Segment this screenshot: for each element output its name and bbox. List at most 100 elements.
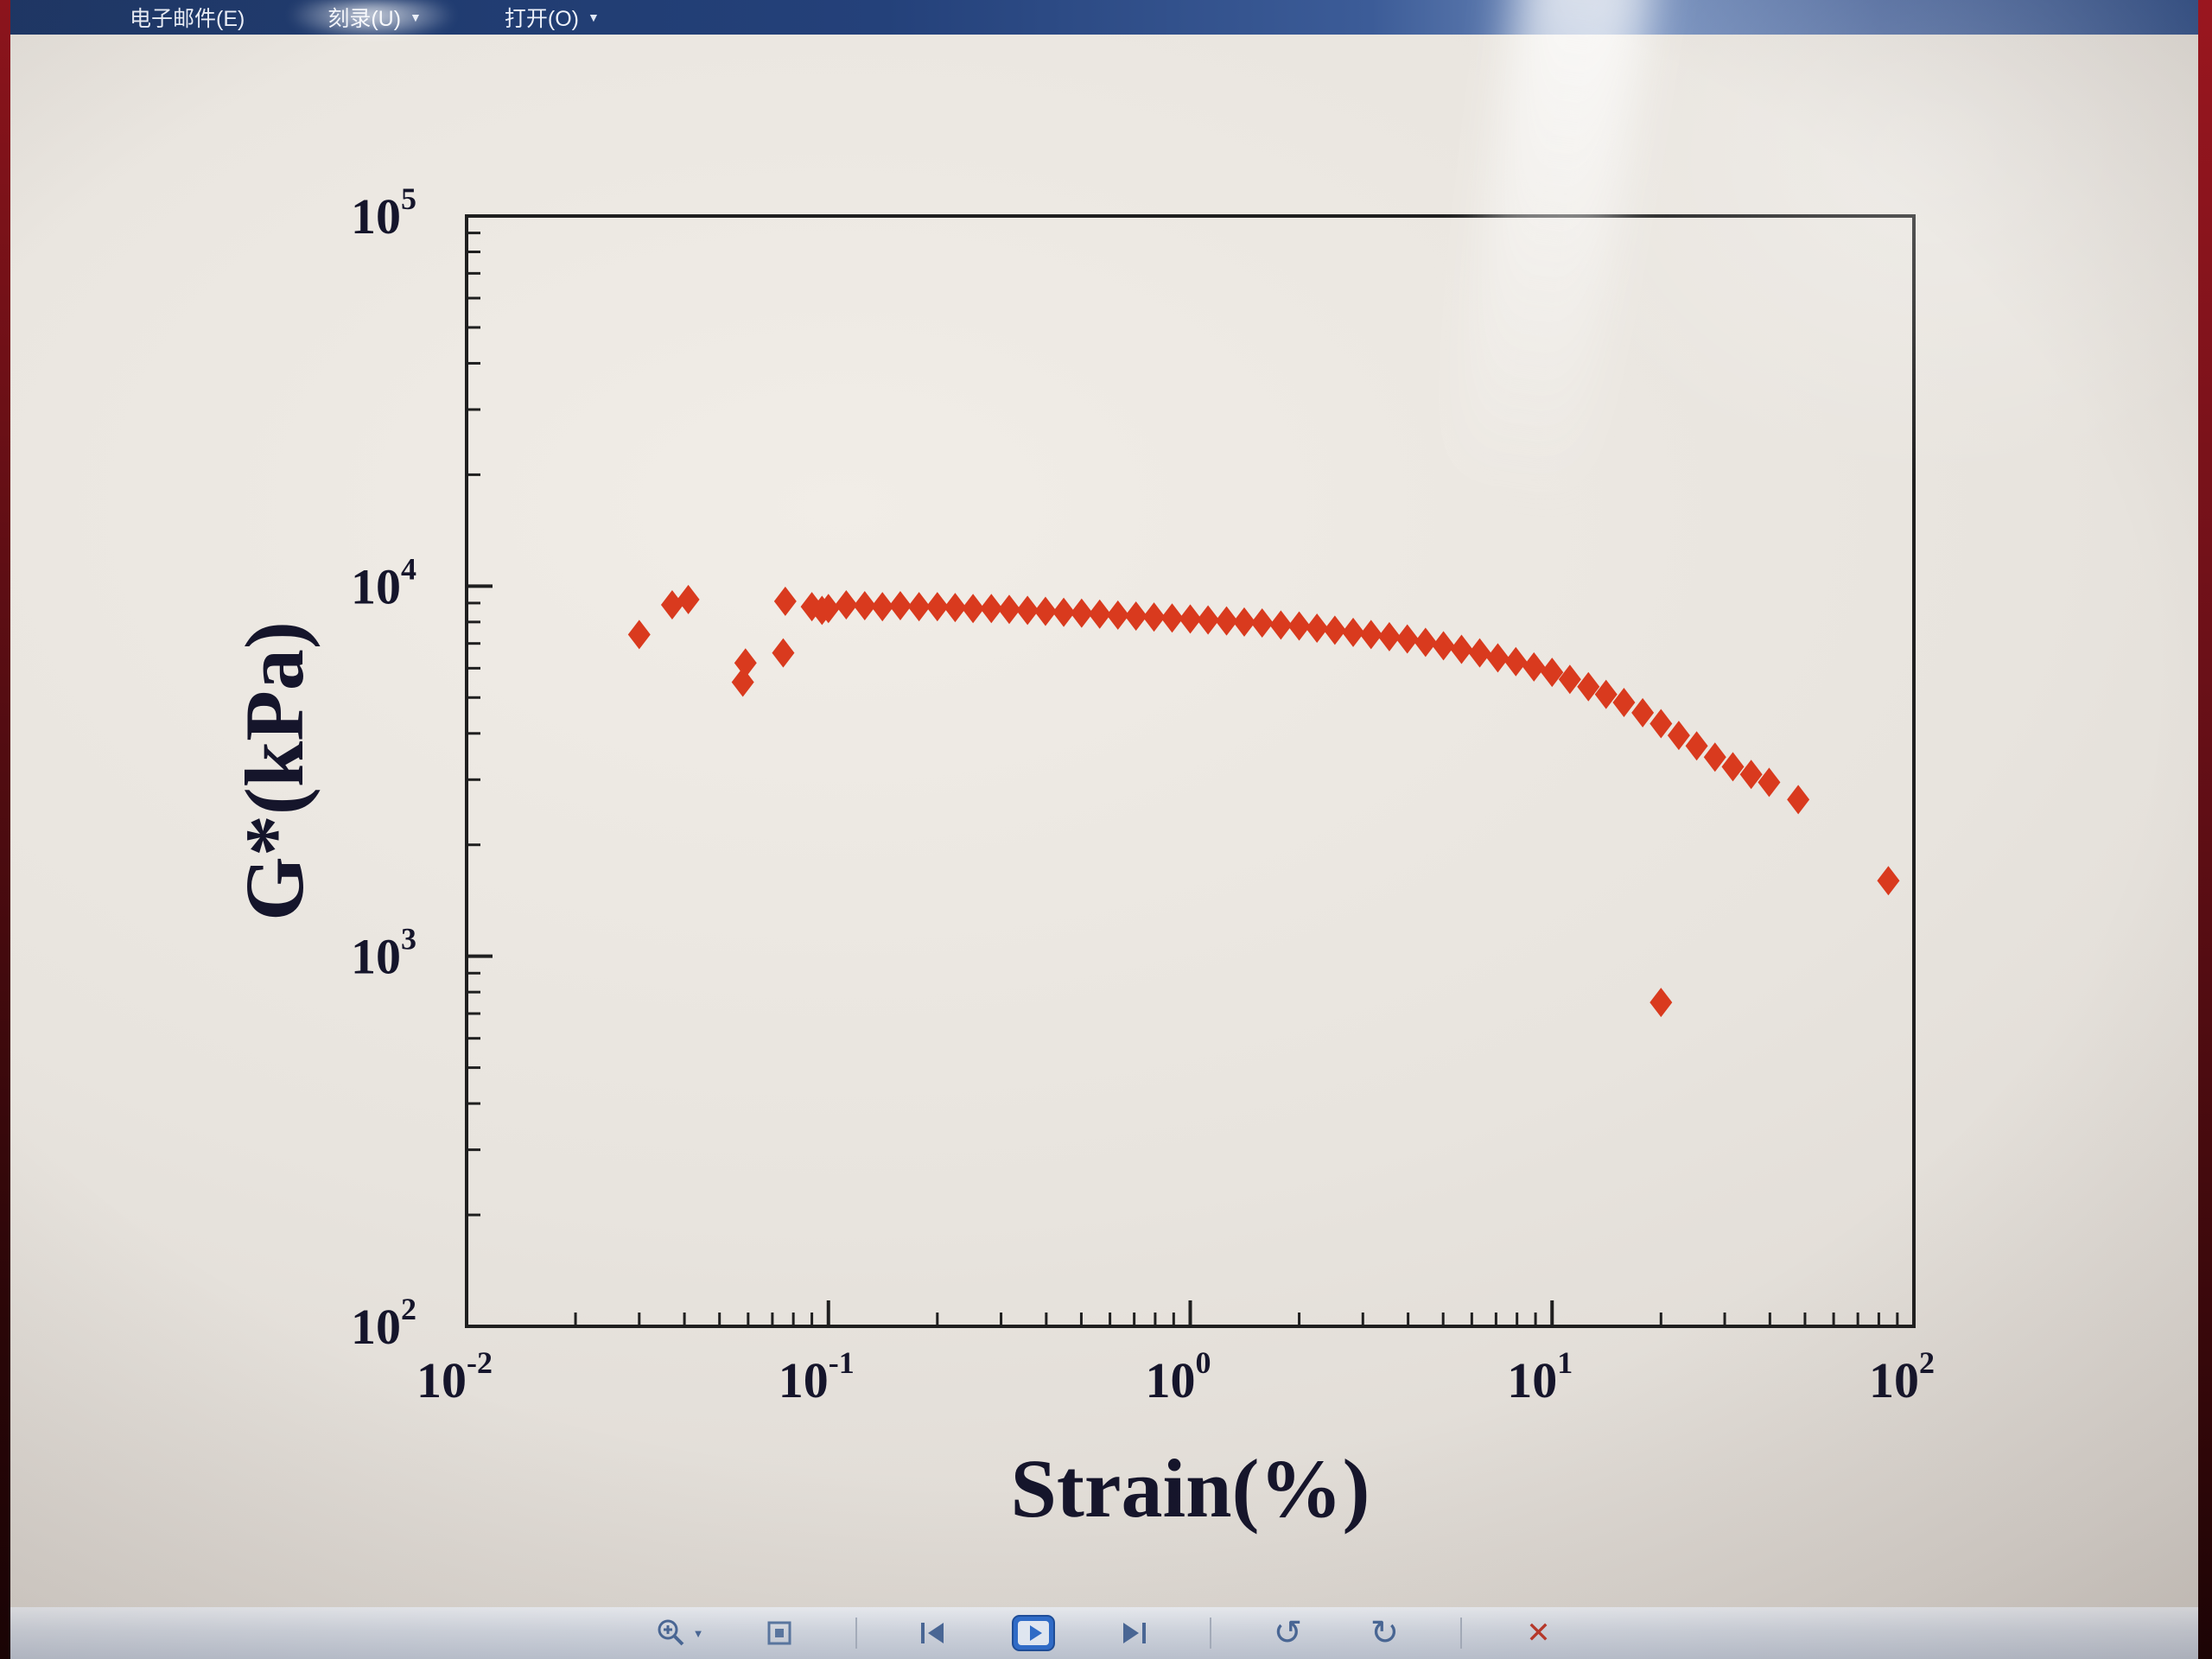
data-point (1414, 627, 1437, 658)
menu-item-burn[interactable]: 刻录(U) ▼ (327, 2, 422, 33)
data-point (997, 594, 1020, 625)
data-point (1377, 621, 1401, 652)
data-point (1486, 643, 1510, 673)
actual-size-button[interactable] (759, 1612, 800, 1654)
toolbar: ▼ ↺ ↻ ✕ (0, 1607, 2212, 1659)
data-point (853, 591, 876, 621)
data-point (734, 648, 757, 678)
data-point (1033, 596, 1057, 626)
data-point (1758, 767, 1781, 798)
data-point (1432, 631, 1455, 661)
data-point (1721, 752, 1745, 782)
data-point (1631, 697, 1655, 728)
next-button[interactable] (1113, 1612, 1154, 1654)
tick-label: 10-1 (779, 1345, 855, 1408)
data-point (1703, 742, 1726, 772)
delete-icon: ✕ (1526, 1616, 1551, 1650)
data-point (962, 594, 985, 624)
data-point (1685, 731, 1708, 761)
rotate-ccw-button[interactable]: ↺ (1267, 1612, 1308, 1654)
tick-label: 105 (351, 181, 416, 245)
chevron-down-icon: ▼ (588, 10, 600, 24)
tick-label: 101 (1507, 1345, 1573, 1408)
data-point (1088, 599, 1111, 629)
chevron-down-icon: ▼ (410, 10, 422, 24)
data-point (677, 584, 700, 614)
data-point (925, 592, 949, 622)
data-point (1106, 600, 1129, 630)
tick-label: 103 (351, 922, 416, 985)
data-point (1250, 608, 1274, 639)
data-point (1877, 866, 1900, 896)
data-point (1287, 611, 1311, 641)
data-point (1306, 613, 1329, 643)
data-point (627, 620, 651, 650)
menu-item-open[interactable]: 打开(O) ▼ (505, 2, 600, 33)
data-point (1359, 620, 1382, 650)
data-point (1667, 721, 1690, 751)
data-point (1142, 602, 1166, 632)
data-point (1395, 624, 1419, 654)
data-point (1124, 601, 1147, 631)
data-point (1541, 658, 1564, 688)
data-point (835, 590, 858, 620)
data-point (773, 586, 797, 616)
data-point (907, 592, 931, 622)
data-point (660, 590, 683, 620)
data-point (871, 592, 894, 622)
data-point (1612, 687, 1636, 717)
delete-button[interactable]: ✕ (1517, 1612, 1559, 1654)
data-point (731, 667, 754, 697)
menubar: 电子邮件(E) 刻录(U) ▼ 打开(O) ▼ (0, 0, 2212, 35)
previous-button[interactable] (912, 1612, 954, 1654)
data-point (1269, 610, 1293, 640)
rotate-cw-button[interactable]: ↻ (1363, 1612, 1405, 1654)
tick-label: 10-2 (416, 1345, 493, 1408)
data-point (1577, 671, 1600, 702)
rotate-cw-icon: ↻ (1370, 1613, 1400, 1653)
data-point (772, 638, 795, 668)
data-point (1558, 664, 1581, 695)
actual-size-icon (767, 1621, 791, 1645)
data-point (1522, 652, 1546, 682)
tick-label: 104 (351, 551, 416, 614)
data-point (817, 594, 840, 624)
slideshow-button[interactable] (1009, 1612, 1058, 1654)
next-icon (1123, 1623, 1147, 1643)
zoom-icon (658, 1619, 683, 1646)
data-point (888, 591, 912, 621)
y-axis-label: G*(kPa) (228, 621, 321, 921)
data-point (1649, 988, 1673, 1018)
data-point (1070, 598, 1093, 628)
data-point (1342, 617, 1365, 647)
data-point (1016, 595, 1039, 626)
menu-item-email[interactable]: 电子邮件(E) (130, 2, 245, 33)
zoom-button[interactable]: ▼ (653, 1612, 704, 1654)
data-point (1787, 785, 1810, 815)
toolbar-separator (855, 1618, 858, 1649)
menu-item-label: 刻录(U) (327, 7, 402, 31)
x-axis-label: Strain(%) (1011, 1442, 1370, 1535)
menu-item-label: 打开(O) (504, 7, 580, 31)
data-point (980, 594, 1003, 624)
data-point (1197, 605, 1220, 635)
rotate-ccw-icon: ↺ (1273, 1613, 1303, 1653)
data-point (944, 593, 967, 623)
viewer-canvas (0, 35, 2212, 1607)
tick-label: 100 (1146, 1345, 1211, 1408)
data-point (1160, 603, 1184, 633)
data-point (1649, 709, 1673, 739)
tick-label: 102 (1869, 1345, 1935, 1408)
chevron-down-icon: ▼ (692, 1626, 704, 1640)
data-point (1215, 606, 1238, 636)
data-point (1323, 615, 1346, 645)
toolbar-separator (1460, 1618, 1463, 1649)
data-point (1504, 646, 1528, 677)
data-point (1468, 638, 1491, 668)
data-point (1594, 679, 1618, 709)
data-point (1179, 604, 1202, 634)
data-point (1739, 760, 1763, 790)
slideshow-icon (1012, 1615, 1056, 1651)
